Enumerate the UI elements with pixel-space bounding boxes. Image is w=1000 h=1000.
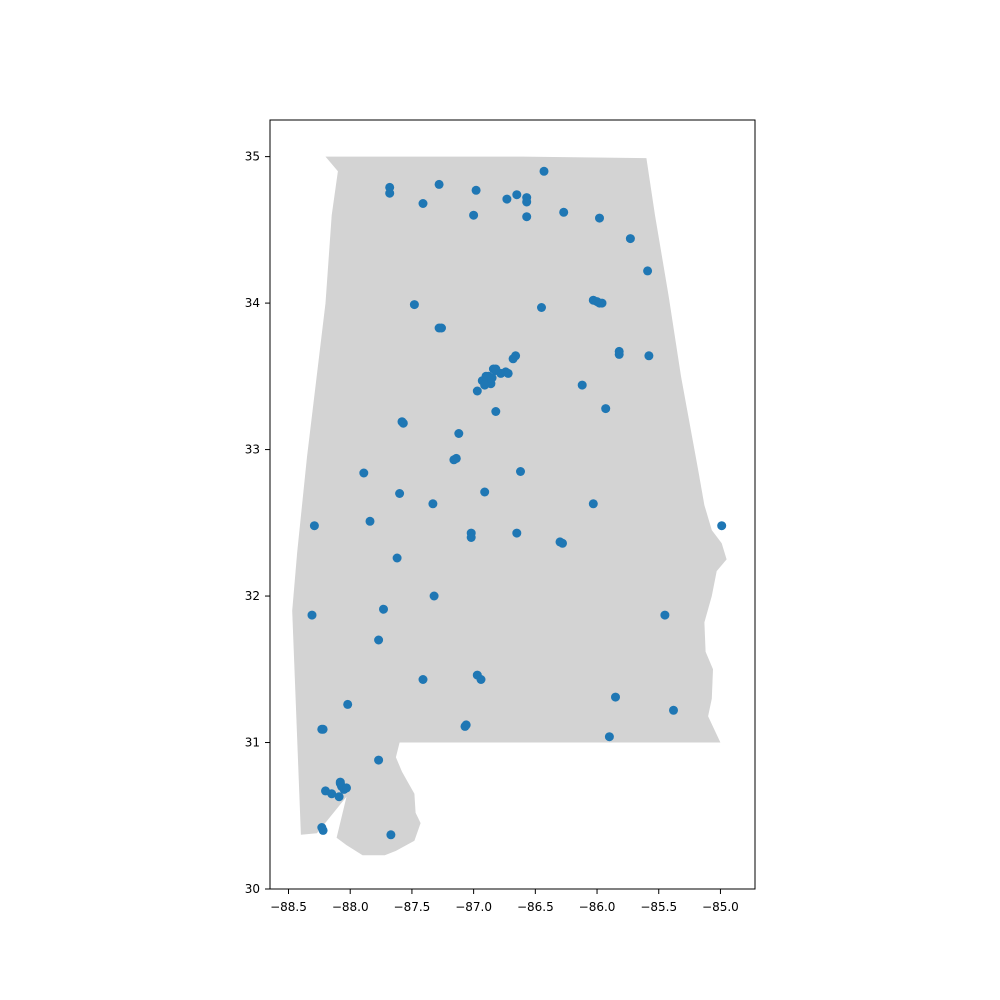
x-tick-label: −87.5 <box>394 900 431 914</box>
site-point <box>522 197 532 207</box>
site-point <box>309 521 319 531</box>
site-point <box>307 610 317 620</box>
site-point <box>614 349 624 359</box>
x-tick-label: −88.5 <box>270 900 307 914</box>
site-point <box>392 553 402 563</box>
site-point <box>386 830 396 840</box>
site-point <box>318 825 328 835</box>
x-tick-label: −85.0 <box>702 900 739 914</box>
site-point <box>374 755 384 765</box>
site-point <box>660 610 670 620</box>
site-point <box>334 792 344 802</box>
site-point <box>643 266 653 276</box>
site-point <box>472 386 482 396</box>
site-point <box>466 533 476 542</box>
site-point <box>437 323 446 333</box>
site-point <box>480 380 490 390</box>
y-tick-label: 30 <box>245 882 260 896</box>
site-point <box>385 188 395 198</box>
site-point <box>428 499 438 509</box>
y-tick-label: 33 <box>245 443 260 457</box>
site-point <box>487 373 497 383</box>
y-tick-label: 31 <box>245 736 260 750</box>
site-point <box>469 210 479 220</box>
site-point <box>454 429 464 438</box>
y-tick-label: 32 <box>245 589 260 603</box>
site-point <box>460 721 470 731</box>
site-point <box>395 489 405 498</box>
alabama-state-shape <box>292 156 727 856</box>
site-point <box>604 732 614 742</box>
site-point <box>398 418 408 428</box>
x-tick-label: −85.5 <box>640 900 677 914</box>
site-point <box>595 213 604 223</box>
site-point <box>449 455 459 465</box>
site-point <box>559 207 569 217</box>
site-point <box>318 724 328 734</box>
axes-frame <box>269 119 756 890</box>
site-point <box>429 591 439 601</box>
x-tick-label: −87.0 <box>455 900 492 914</box>
site-point <box>512 190 522 200</box>
x-axis-ticks: −88.5 −88.0 −87.5 −87.0 −86.5 −86.0 −85.5 −85.0 <box>270 889 739 914</box>
site-point <box>537 303 546 312</box>
site-point <box>539 166 549 176</box>
site-point <box>343 699 353 709</box>
site-point <box>625 234 635 244</box>
y-axis-ticks: 30 31 32 33 34 35 <box>245 150 270 896</box>
site-point <box>503 368 513 378</box>
site-point <box>327 789 337 799</box>
site-point <box>508 354 518 364</box>
site-point <box>365 516 375 526</box>
x-tick-label: −86.5 <box>517 900 554 914</box>
x-tick-label: −88.0 <box>332 900 369 914</box>
site-point <box>597 298 607 308</box>
site-point <box>577 380 587 390</box>
site-point <box>335 777 345 787</box>
x-tick-label: −86.0 <box>579 900 616 914</box>
site-point <box>480 487 490 497</box>
site-point <box>379 604 388 614</box>
site-point <box>418 675 428 684</box>
site-point <box>491 407 501 416</box>
site-point <box>342 783 351 793</box>
site-point <box>418 199 428 208</box>
site-point <box>434 179 444 189</box>
site-point <box>409 300 419 310</box>
site-point <box>491 364 501 374</box>
site-point <box>644 351 654 361</box>
site-points-layer <box>307 166 727 840</box>
site-point <box>601 404 611 414</box>
site-point <box>516 467 525 476</box>
state-basemap-layer <box>292 156 727 856</box>
site-point <box>522 212 532 222</box>
site-point <box>374 635 384 645</box>
site-point <box>476 675 486 684</box>
site-point <box>359 468 369 478</box>
site-point <box>512 528 522 538</box>
site-point <box>669 705 678 715</box>
site-point <box>502 194 512 204</box>
site-point <box>717 521 727 531</box>
site-point <box>558 538 567 548</box>
y-tick-label: 34 <box>245 296 260 310</box>
site-point <box>611 692 620 702</box>
y-tick-label: 35 <box>245 150 260 164</box>
site-point <box>471 185 481 195</box>
site-point <box>588 499 598 509</box>
